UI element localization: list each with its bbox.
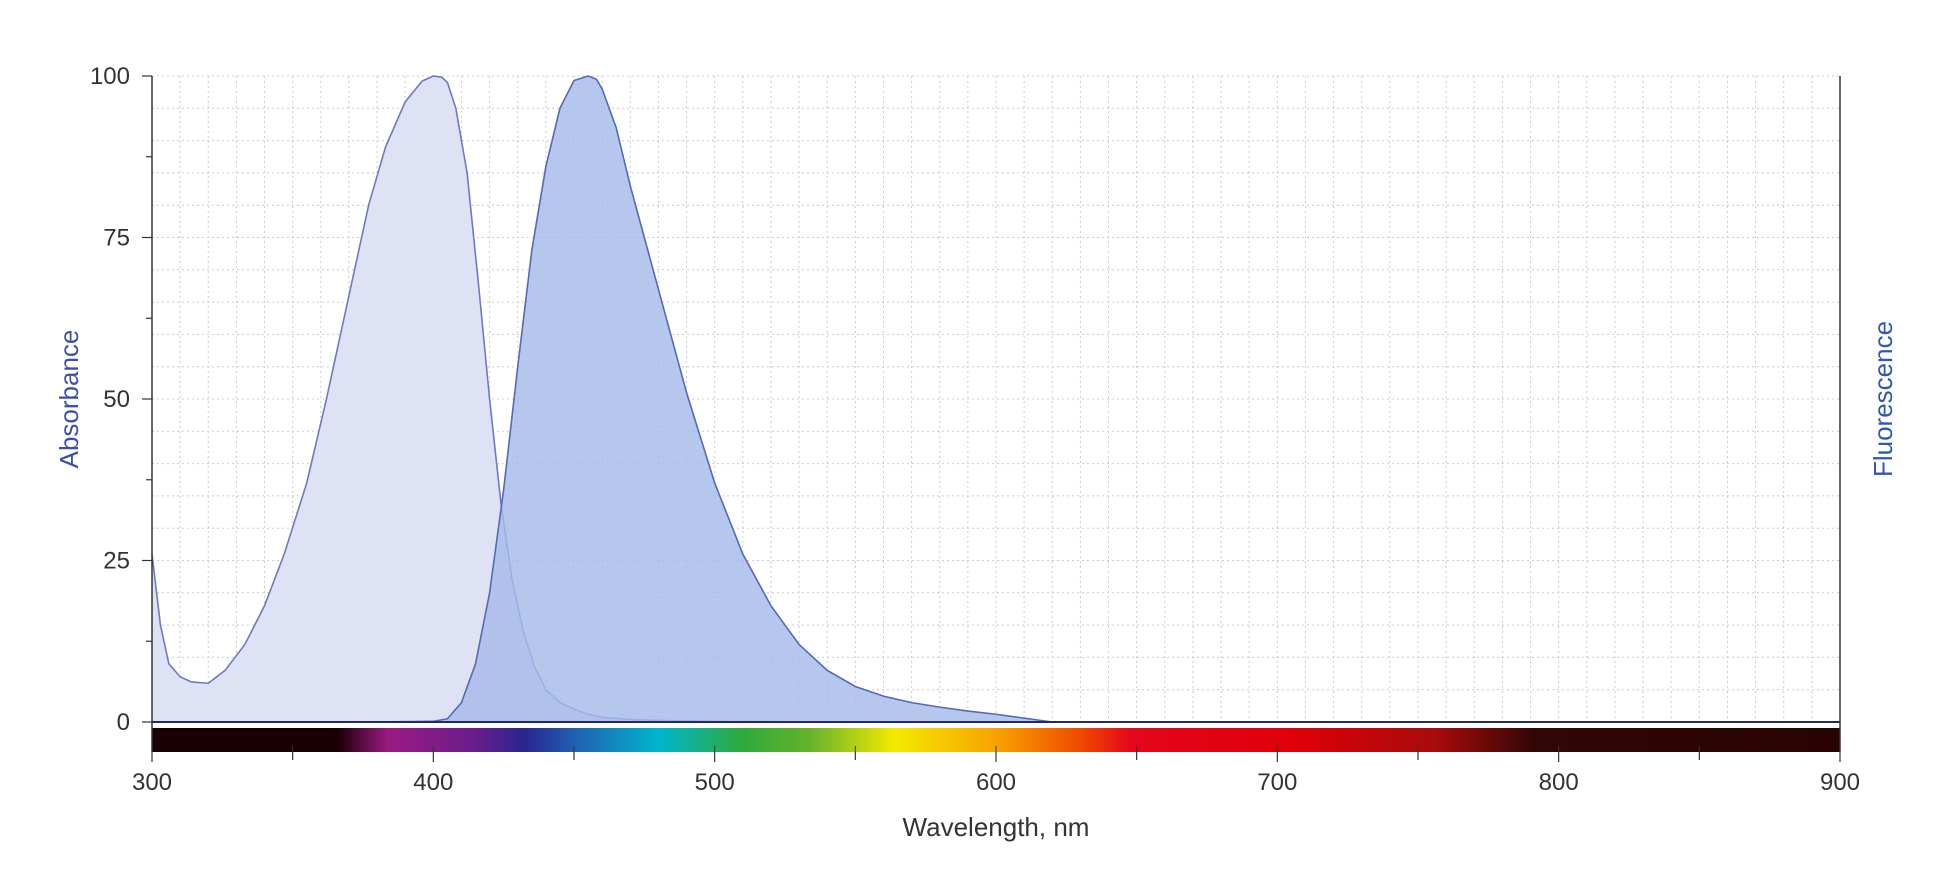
x-tick-label: 300 (132, 769, 172, 796)
x-tick-labels: 300 400 500 600 700 800 900 (132, 769, 1860, 796)
x-tick-label: 800 (1539, 769, 1579, 796)
y-tick-label: 50 (103, 386, 130, 413)
y-tick-label: 100 (90, 63, 130, 90)
x-tick-label: 400 (413, 769, 453, 796)
x-tick-label: 900 (1820, 769, 1860, 796)
y-tick-label: 25 (103, 548, 130, 575)
fluorescence-line (152, 75, 1053, 723)
x-tick-label: 500 (695, 769, 735, 796)
x-tick-label: 700 (1257, 769, 1297, 796)
x-tick-label: 600 (976, 769, 1016, 796)
y-tick-labels: 0 25 50 75 100 (90, 63, 130, 736)
series-group (151, 75, 1053, 723)
y2-axis-title: Fluorescence (1868, 321, 1898, 477)
axes (142, 75, 1841, 762)
y-tick-label: 0 (117, 709, 130, 736)
fluorescence-area (152, 76, 1053, 722)
y-tick-label: 75 (103, 225, 130, 252)
x-axis-title: Wavelength, nm (903, 812, 1090, 842)
y-axis-title: Absorbance (54, 330, 84, 469)
